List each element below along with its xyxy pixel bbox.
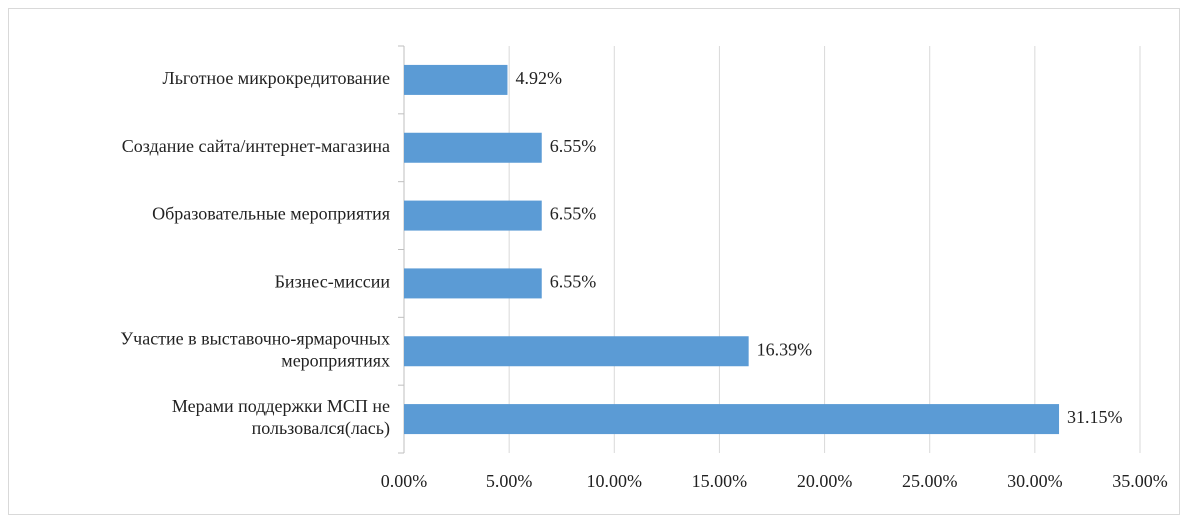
category-label-line: Льготное микрокредитование	[162, 68, 390, 88]
category-label-line: Бизнес-миссии	[275, 272, 391, 292]
category-label: Образовательные мероприятия	[152, 204, 390, 224]
x-tick-label: 25.00%	[902, 471, 958, 491]
data-label: 6.55%	[550, 136, 597, 156]
x-tick-label: 0.00%	[381, 471, 428, 491]
category-label: Создание сайта/интернет-магазина	[122, 136, 390, 156]
category-label-line: Участие в выставочно-ярмарочных	[120, 328, 390, 348]
bar	[404, 132, 542, 163]
x-tick-label: 5.00%	[486, 471, 533, 491]
bar	[404, 64, 508, 95]
bar	[404, 268, 542, 299]
bar	[404, 404, 1060, 435]
category-label-line: Образовательные мероприятия	[152, 204, 390, 224]
data-label: 31.15%	[1067, 407, 1123, 427]
data-label: 16.39%	[757, 339, 813, 359]
category-label: Бизнес-миссии	[275, 272, 391, 292]
category-label-line: пользовался(лась)	[252, 418, 390, 439]
category-label: Участие в выставочно-ярмарочных мероприят…	[120, 328, 390, 370]
x-tick-label: 20.00%	[797, 471, 853, 491]
x-tick-label: 15.00%	[692, 471, 748, 491]
category-label-line: Мерами поддержки МСП не	[172, 396, 390, 416]
category-label: Мерами поддержки МСП не пользовался(лась)	[172, 396, 390, 439]
category-label-line: мероприятиях	[281, 350, 390, 370]
x-tick-label: 35.00%	[1112, 471, 1168, 491]
data-label: 4.92%	[515, 68, 562, 88]
bar	[404, 200, 542, 231]
data-label: 6.55%	[550, 204, 597, 224]
bar	[404, 336, 749, 367]
x-tick-label: 10.00%	[587, 471, 643, 491]
category-label-line: Создание сайта/интернет-магазина	[122, 136, 390, 156]
data-label: 6.55%	[550, 272, 597, 292]
category-label: Льготное микрокредитование	[162, 68, 390, 88]
x-tick-label: 30.00%	[1007, 471, 1063, 491]
